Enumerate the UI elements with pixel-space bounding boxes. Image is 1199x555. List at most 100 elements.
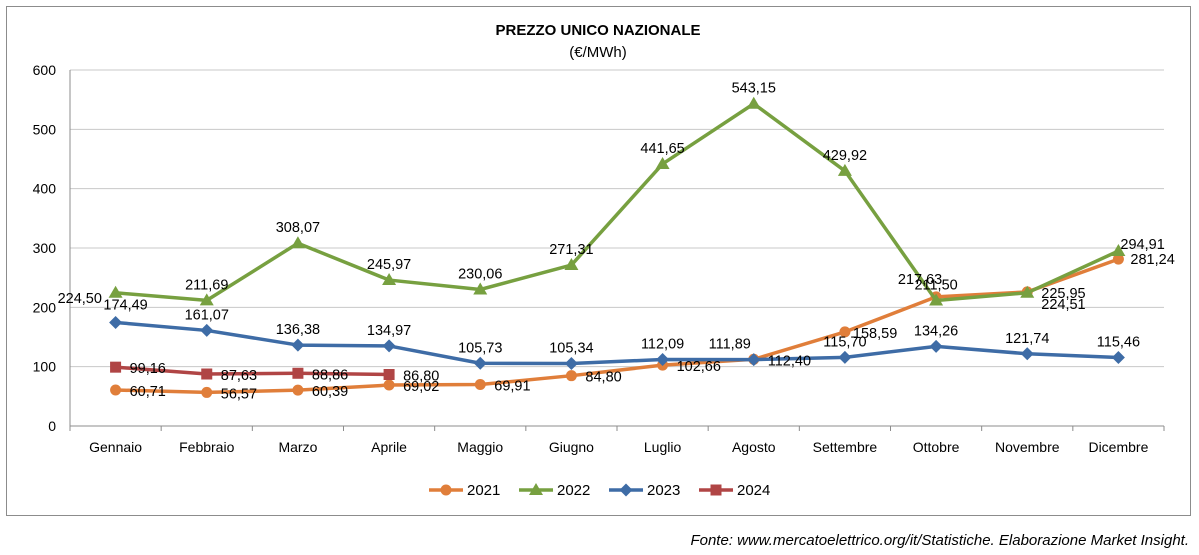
y-tick-label: 500 bbox=[33, 121, 57, 137]
y-tick-label: 0 bbox=[48, 418, 56, 434]
x-tick-label: Settembre bbox=[813, 439, 878, 455]
data-point-2022 bbox=[655, 156, 670, 169]
data-point-2021 bbox=[110, 384, 122, 396]
data-label-2024: 88,86 bbox=[312, 367, 348, 383]
data-point-2023 bbox=[564, 356, 578, 370]
data-point-2023 bbox=[382, 339, 396, 353]
data-label-2021: 217,63 bbox=[898, 272, 942, 288]
data-label-2022: 211,50 bbox=[914, 278, 957, 294]
data-point-2023 bbox=[291, 338, 305, 352]
data-label-2024: 86,80 bbox=[403, 368, 439, 384]
data-label-2022: 543,15 bbox=[732, 81, 776, 97]
data-label-2022: 271,31 bbox=[549, 242, 593, 258]
data-label-2023: 161,07 bbox=[185, 307, 229, 323]
data-point-2023 bbox=[200, 323, 214, 337]
data-label-2024: 99,16 bbox=[130, 361, 166, 377]
legend-item-2024: 2024 bbox=[699, 482, 770, 499]
legend: 2021 2022 2023 2024 bbox=[429, 482, 770, 499]
data-label-2021: 102,66 bbox=[677, 359, 721, 375]
data-point-2021 bbox=[1112, 253, 1124, 265]
y-tick-label: 600 bbox=[33, 62, 57, 78]
data-label-2021: 60,39 bbox=[312, 384, 348, 400]
x-tick-label: Giugno bbox=[549, 439, 594, 455]
data-point-2022 bbox=[290, 236, 305, 249]
x-tick-label: Maggio bbox=[457, 439, 503, 455]
data-point-2022 bbox=[1111, 244, 1126, 257]
data-point-2024 bbox=[201, 368, 213, 380]
data-label-2023: 174,49 bbox=[103, 297, 147, 313]
data-label-2023: 134,97 bbox=[367, 323, 411, 339]
x-tick-label: Marzo bbox=[278, 439, 317, 455]
data-point-2022 bbox=[564, 258, 579, 271]
data-label-2021: 84,80 bbox=[585, 370, 621, 386]
data-label-2023: 105,34 bbox=[549, 340, 593, 356]
data-label-2021: 60,71 bbox=[130, 384, 166, 400]
data-label-2022: 308,07 bbox=[276, 220, 320, 236]
data-label-2022: 294,91 bbox=[1120, 237, 1164, 253]
data-label-2022: 429,92 bbox=[823, 148, 867, 164]
data-point-2023 bbox=[656, 352, 670, 366]
data-label-2023: 105,73 bbox=[458, 340, 502, 356]
x-tick-label: Luglio bbox=[644, 439, 682, 455]
chart-frame bbox=[6, 6, 1191, 516]
data-label-2022: 230,06 bbox=[458, 266, 502, 282]
y-tick-label: 200 bbox=[33, 299, 57, 315]
data-point-2022 bbox=[1020, 285, 1035, 298]
data-point-2022 bbox=[108, 285, 123, 298]
x-tick-label: Agosto bbox=[732, 439, 776, 455]
x-tick-label: Ottobre bbox=[913, 439, 960, 455]
data-label-2023: 115,46 bbox=[1097, 334, 1140, 350]
series-line-2023 bbox=[115, 320, 1119, 366]
legend-label-2021: 2021 bbox=[467, 482, 500, 499]
data-point-2021 bbox=[292, 384, 304, 396]
legend-marker-2022 bbox=[529, 483, 543, 495]
legend-marker-2021 bbox=[440, 484, 452, 496]
legend-marker-2023 bbox=[619, 483, 633, 497]
data-label-2021: 112,40 bbox=[768, 353, 811, 369]
y-tick-label: 100 bbox=[33, 359, 57, 375]
data-label-2021: 56,57 bbox=[221, 386, 257, 402]
data-point-2021 bbox=[565, 370, 577, 382]
y-tick-label: 400 bbox=[33, 181, 57, 197]
data-point-2023 bbox=[929, 339, 943, 353]
y-tick-label: 300 bbox=[33, 240, 57, 256]
data-label-2023: 112,09 bbox=[641, 336, 684, 352]
x-tick-label: Aprile bbox=[371, 439, 407, 455]
x-tick-label: Gennaio bbox=[89, 439, 142, 455]
data-label-2022: 224,50 bbox=[58, 291, 102, 307]
data-point-2022 bbox=[382, 273, 397, 286]
data-point-2021 bbox=[201, 386, 213, 398]
data-label-2021: 281,24 bbox=[1130, 252, 1174, 268]
data-point-2021 bbox=[474, 379, 486, 391]
data-point-2023 bbox=[473, 356, 487, 370]
data-point-2022 bbox=[837, 163, 852, 176]
legend-label-2024: 2024 bbox=[737, 482, 770, 499]
legend-marker-2024 bbox=[710, 484, 722, 496]
data-point-2023 bbox=[1111, 350, 1125, 364]
legend-label-2023: 2023 bbox=[647, 482, 680, 499]
data-label-2021: 69,91 bbox=[494, 379, 530, 395]
data-label-2021: 69,02 bbox=[403, 379, 439, 395]
x-tick-label: Febbraio bbox=[179, 439, 234, 455]
label-layer: 60,71 56,57 60,39 69,02 69,91 84,80 102,66 112,… bbox=[58, 81, 1175, 403]
data-label-2021: 225,95 bbox=[1041, 286, 1085, 302]
data-label-2023: 111,89 bbox=[709, 337, 751, 353]
legend-item-2021: 2021 bbox=[429, 482, 500, 499]
data-point-2023 bbox=[1020, 347, 1034, 361]
legend-label-2022: 2022 bbox=[557, 482, 590, 499]
series-line-2021 bbox=[115, 257, 1120, 395]
data-point-2021 bbox=[383, 379, 395, 391]
data-label-2021: 158,59 bbox=[853, 326, 897, 342]
series-layer bbox=[108, 96, 1126, 398]
data-label-2023: 115,70 bbox=[823, 334, 866, 350]
data-point-2023 bbox=[838, 350, 852, 364]
data-point-2023 bbox=[747, 353, 761, 367]
data-point-2022 bbox=[929, 293, 944, 306]
series-line-2024 bbox=[115, 365, 390, 377]
data-label-2023: 121,74 bbox=[1005, 331, 1049, 347]
data-label-2022: 245,97 bbox=[367, 257, 411, 273]
data-point-2022 bbox=[746, 96, 761, 109]
data-label-2024: 87,63 bbox=[221, 368, 257, 384]
line-chart: PREZZO UNICO NAZIONALE (€/MWh) 0 100 200 30… bbox=[33, 22, 1175, 499]
chart-subtitle: (€/MWh) bbox=[569, 44, 627, 61]
